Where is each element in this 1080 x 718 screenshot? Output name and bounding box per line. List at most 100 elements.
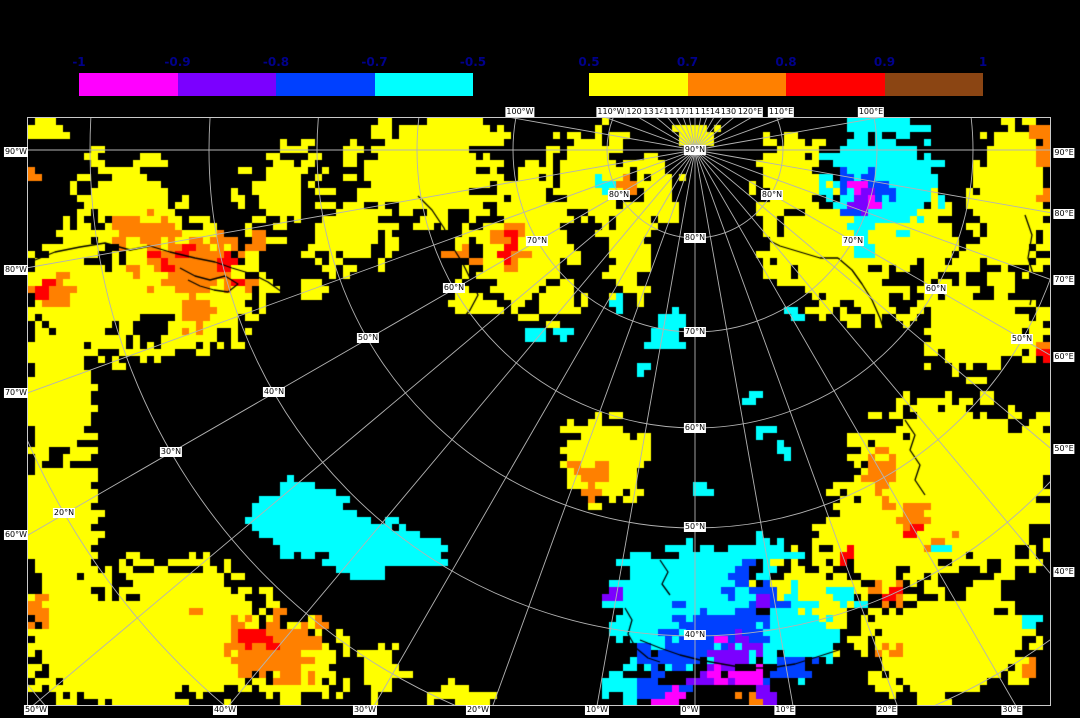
grid-label-interior: 80°N [683,233,707,243]
meridian-line [694,149,1050,280]
latitude-circle [28,440,225,705]
grid-label-bottom: 10°E [774,705,796,715]
latitude-circle [316,118,1050,529]
colorbar-negative: -1 -0.9 -0.8 -0.7 -0.5 [72,55,486,96]
grid-label-right: 40°E [1053,567,1075,577]
meridian-line [32,149,696,705]
colorbar-tick-label: -1 [72,55,86,69]
grid-label-top: 120°W [625,107,655,117]
grid-label-left: 90°W [3,147,29,157]
colorbar-positive: 0.5 0.7 0.8 0.9 1 [578,55,987,96]
meridian-line [374,149,696,705]
grid-label-top: 100°W [505,107,535,117]
grid-label-bottom: 10°W [584,705,610,715]
colorbar-tick-label: 0.9 [873,55,896,69]
grid-label-top: 120°E [736,107,764,117]
grid-label-interior: 90°N [683,145,707,155]
colorbar-tick-label: 0.8 [775,55,797,69]
meridian-line [28,149,696,394]
grid-label-top: 130°E [719,107,747,117]
colorbar-tick-label: -0.9 [164,55,191,69]
grid-label-interior: 50°N [356,333,380,343]
latitude-circle [28,683,46,705]
correlation-data-layer [28,118,1050,705]
grid-label-interior: 70°N [525,236,549,246]
grid-label-interior: 60°N [683,423,707,433]
meridian-line [694,118,708,151]
colorbar-segment [786,73,885,96]
colorbar-tick-label: 0.5 [578,55,600,69]
colorbar-segment [374,73,473,96]
grid-label-top: 100°E [857,107,885,117]
colorbar-segment [276,73,375,96]
meridian-line [694,149,1016,705]
meridian-line [492,149,696,705]
grid-label-interior: 40°N [262,387,286,397]
grid-label-top: 110°E [767,107,795,117]
grid-label-left: 60°W [3,530,29,540]
meridian-line [694,149,1050,214]
grid-label-interior: 20°N [52,508,76,518]
colorbar-tick-label: -0.7 [361,55,388,69]
colorbar-segment [687,73,786,96]
graticule-grid-icon [28,118,1050,705]
grid-label-interior: 60°N [442,283,466,293]
grid-label-bottom: 0°W [680,705,700,715]
grid-label-top: 110°W [596,107,626,117]
grid-label-right: 70°E [1053,275,1075,285]
grid-label-right: 80°E [1053,209,1075,219]
grid-label-interior: 70°N [841,236,865,246]
grid-label-bottom: 50°W [23,705,49,715]
grid-label-interior: 50°N [1010,334,1034,344]
colorbar-tick-label: -0.8 [262,55,290,69]
colorbar-segment [884,73,983,96]
grid-label-interior: 70°N [683,327,707,337]
meridian-line [694,118,880,151]
colorbar-tick-label: -0.5 [459,55,487,69]
grid-label-bottom: 20°W [465,705,491,715]
grid-label-interior: 80°N [607,190,631,200]
meridian-line [605,118,696,151]
grid-label-interior: 80°N [760,190,784,200]
grid-label-bottom: 30°W [352,705,378,715]
meridian-line [694,118,714,151]
meridian-line [682,118,696,151]
meridian-line [694,118,734,151]
grid-label-bottom: 30°E [1001,705,1023,715]
meridian-line [510,118,696,151]
grid-label-bottom: 40°W [212,705,238,715]
grid-label-bottom: 20°E [876,705,898,715]
meridian-line [694,149,794,705]
polar-map [27,117,1051,706]
meridian-line [676,118,696,151]
grid-label-left: 70°W [3,388,29,398]
meridian-line [694,149,1050,574]
colorbar-tick-label: 0.7 [676,55,699,69]
meridian-line [694,149,1050,449]
meridian-line [694,118,723,151]
meridian-line [694,149,1050,356]
meridian-line [694,118,752,151]
meridian-line [694,149,898,705]
meridian-line [228,149,696,705]
meridian-line [596,149,696,705]
meridian-line [28,149,696,269]
latitude-circle [89,118,1050,705]
colorbar-segment [589,73,688,96]
grid-label-interior: 30°N [159,447,183,457]
meridian-line [656,118,696,151]
grid-label-right: 90°E [1053,148,1075,158]
meridian-line [638,118,696,151]
grid-label-interior: 50°N [683,522,707,532]
grid-label-interior: 40°N [683,630,707,640]
grid-label-right: 60°E [1053,352,1075,362]
grid-label-right: 50°E [1053,444,1075,454]
colorbar-segment [79,73,178,96]
colorbar-segment [177,73,276,96]
meridian-line [694,118,785,151]
grid-label-left: 80°W [3,265,29,275]
meridian-line [28,149,696,536]
colorbar-tick-label: 1 [978,55,988,69]
grid-label-interior: 60°N [924,284,948,294]
